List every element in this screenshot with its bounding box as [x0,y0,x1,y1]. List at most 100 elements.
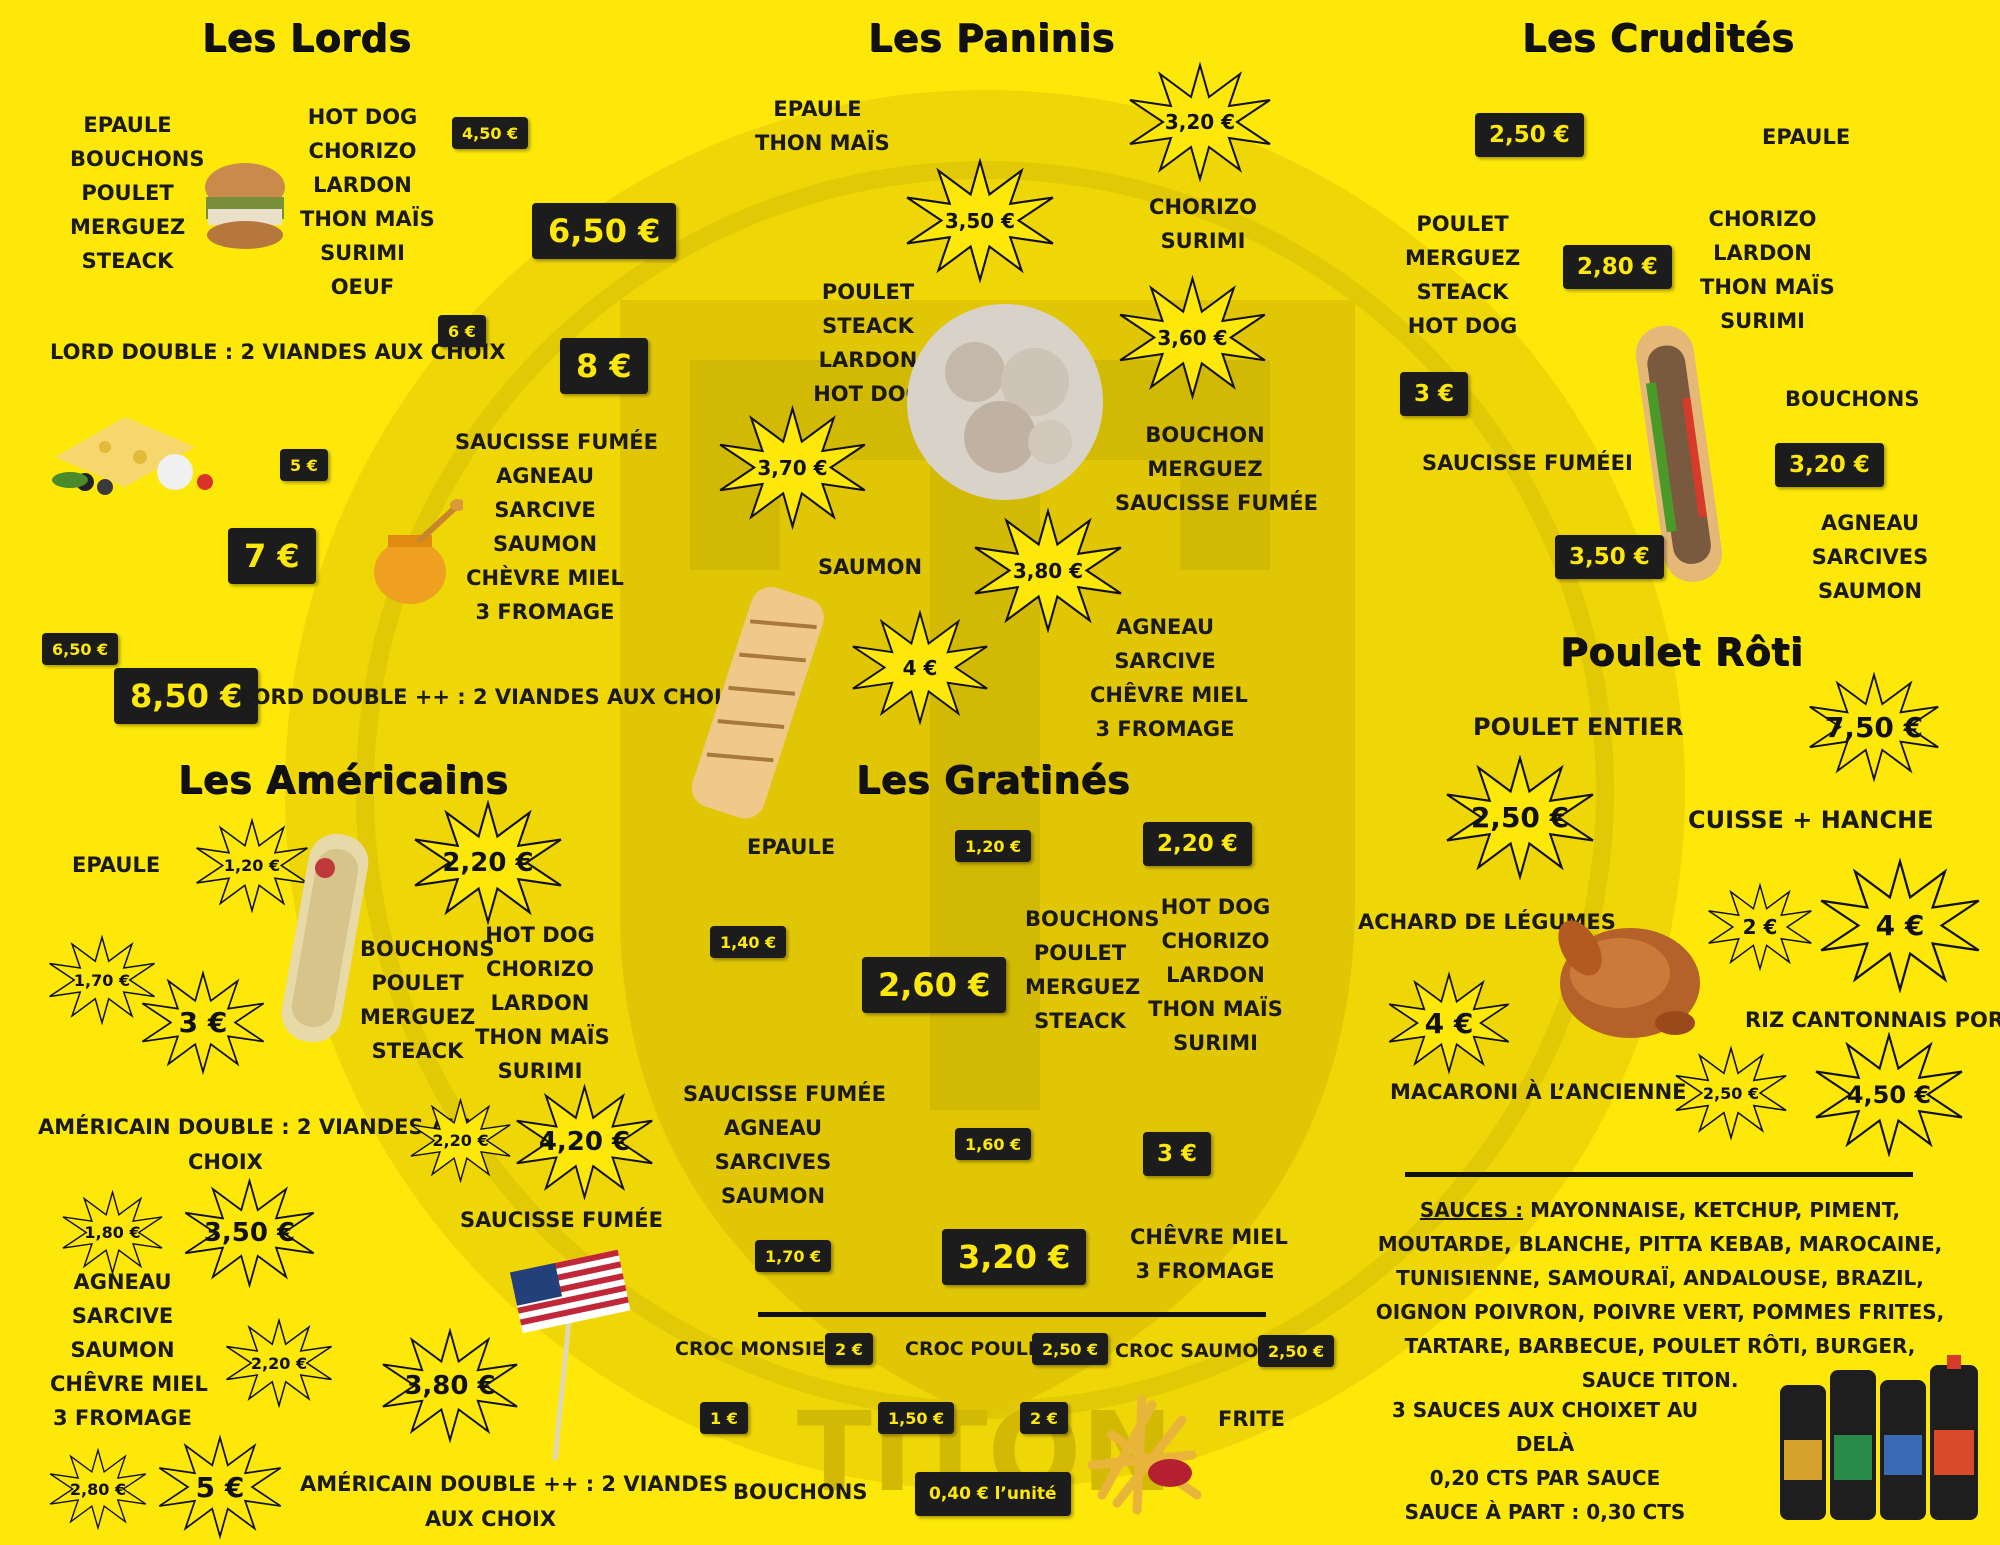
paninis-list-5: Agneau Sarcive Chêvre Miel 3 Fromage [1090,610,1248,746]
price-star-label: 2,20 € [250,1353,308,1373]
price-tag: 8 € [560,338,648,394]
price-tag: 3,20 € [942,1229,1087,1285]
price-tag: 0,40 € l’unité [915,1472,1071,1516]
list-item: Poulet [1033,941,1127,965]
lords-double-label: Lord Double : 2 Viandes aux choix [50,340,506,364]
sauces-text: Sauces : Mayonnaise, Ketchup, Piment, Mo… [1370,1193,1950,1397]
list-item: Hot Dog [1407,314,1518,338]
price-star: 3 € [138,960,268,1085]
list-item: Surimi [1160,229,1246,253]
price-star-label: 2,20 € [432,1131,489,1150]
price-star-label: 3,20 € [1164,110,1236,134]
americains-double-label-2: choix [188,1150,263,1174]
list-item: 3 Fromage [52,1406,193,1430]
price-tag: 3,50 € [1555,535,1664,579]
list-item: Chorizo [1149,195,1257,219]
crudites-epaule-label: Epaule [1762,125,1851,149]
americains-double-plus-label: Américain Double ++ : 2 Viandes [300,1472,729,1496]
price-star-label: 3,60 € [1157,325,1228,350]
americain-sandwich-image [281,833,369,1043]
price-star-label: 2,80 € [69,1479,127,1499]
price-star-label: 4 € [1424,1006,1474,1040]
sauces-note-line: 0,20 cts par sauce [1429,1466,1661,1490]
roast-chicken-image [1558,920,1700,1038]
list-item: Sarcive [1114,649,1216,673]
list-item: Chêvre Miel [50,1372,208,1396]
list-item: Epaule [83,113,172,137]
crudites-saucisse-label: Saucisse Fuméei [1422,451,1633,475]
price-star: 3,70 € [715,405,870,530]
list-item: Chèvre Miel [466,566,624,590]
americains-saucisse-label: Saucisse Fumée [460,1208,663,1232]
list-item: Agneau [723,1116,823,1140]
list-item: Sarcive [494,498,596,522]
list-item: Chêvre Miel [1130,1225,1288,1249]
list-item: Bouchons [360,937,495,961]
price-star-label: 2,20 € [442,847,534,878]
bouchons-label: Bouchons [733,1480,868,1504]
price-tag: 2,60 € [862,957,1007,1013]
list-item: Merguez [1405,246,1521,270]
section-title-paninis: Les Paninis [868,16,1115,60]
price-star: 3,20 € [1125,62,1275,182]
price-star: 3,50 € [900,158,1060,283]
price-star: 4 € [1385,968,1513,1078]
list-item: Sarcive [71,1304,174,1328]
price-star-label: 1,80 € [84,1223,141,1242]
list-item: Agneau [1820,511,1920,535]
list-item: Sarcives [714,1150,832,1174]
list-item: Agneau [73,1270,172,1294]
price-tag: 1 € [700,1402,748,1434]
price-tag: 4,50 € [452,117,529,149]
paninis-saumon-label: Saumon [818,555,923,579]
poulet-entier-label: Poulet Entier [1473,713,1684,741]
price-tag: 2,50 € [1258,1335,1335,1367]
baguette-sandwich-image [1635,325,1722,582]
sauce-bottles-image [1780,1355,1978,1520]
section-title-gratines: Les Gratinés [856,758,1131,802]
price-star: 2,20 € [218,1318,340,1408]
list-item: Thon Maïs [1700,275,1835,299]
price-star-label: 3,80 € [1012,558,1084,583]
price-star: 3,60 € [1115,275,1270,400]
lords-double-plus-label: Lord Double ++ : 2 Viandes aux choix [240,685,739,709]
list-item: Oeuf [330,275,395,299]
price-tag: 1,60 € [955,1128,1032,1160]
price-star-label: 3,50 € [944,208,1016,233]
price-star-label: 3,70 € [757,455,828,480]
americains-list-2: Hot Dog Chorizo Lardon Thon Maïs Surimi [475,918,610,1088]
sauces-note-line: Sauce à part : 0,30 cts [1404,1500,1686,1524]
list-item: Saumon [492,532,598,556]
price-star-label: 3,80 € [404,1370,496,1401]
croc-saumon-label: Croc Saumon [1115,1340,1275,1362]
paninis-list-2: Chorizo Surimi [1148,190,1258,258]
list-item: Chêvre Miel [1090,683,1248,707]
list-item: 3 Fromage [1095,717,1235,741]
price-star-label: 2 € [1742,915,1778,939]
list-item: Steack [822,314,914,338]
lords-meat-list-1: Epaule Bouchons Poulet Merguez Steack [70,108,205,278]
burger-image [205,163,285,249]
list-item: Agneau [495,464,595,488]
list-item: Bouchons [70,147,205,171]
list-item: Lardon [1166,963,1265,987]
gratines-list-1: Bouchons Poulet Merguez Steack [1025,902,1159,1038]
list-item: Merguez [1147,457,1263,481]
sauces-list: Mayonnaise, Ketchup, Piment, Moutarde, B… [1375,1198,1945,1392]
list-item: Merguez [1025,975,1141,999]
list-item: Saumon [70,1338,175,1362]
section-title-lords: Les Lords [202,16,412,60]
list-item: Merguez [70,215,186,239]
price-star: 1,80 € [50,1190,175,1275]
list-item: Sarcives [1811,545,1929,569]
list-item: Thon Maïs [300,207,435,231]
list-item: Epaule [773,97,862,121]
honey-pot-image [374,499,463,604]
lords-meat-list-2: Hot Dog Chorizo Lardon Thon Maïs Surimi … [300,100,435,304]
price-tag: 3 € [1143,1132,1212,1176]
american-flag-image [510,1250,631,1461]
list-item: Merguez [360,1005,476,1029]
price-tag: 7 € [228,528,316,584]
price-star: 2,20 € [408,800,568,925]
